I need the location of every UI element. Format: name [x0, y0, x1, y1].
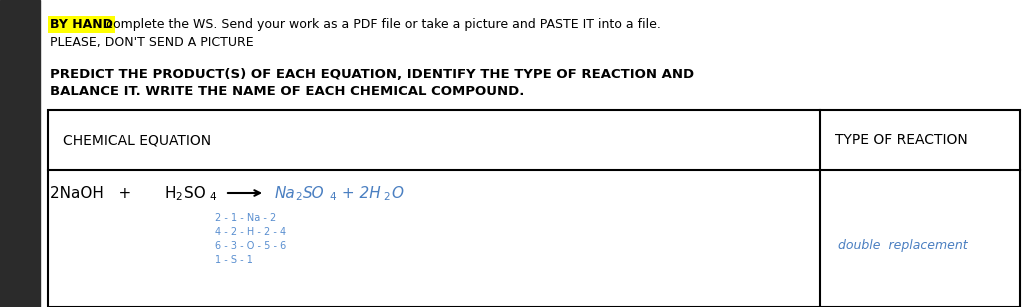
Text: + 2H: + 2H: [337, 185, 381, 200]
Text: 2NaOH   +: 2NaOH +: [50, 185, 131, 200]
Text: CHEMICAL EQUATION: CHEMICAL EQUATION: [63, 133, 212, 147]
Text: O: O: [391, 185, 404, 200]
Text: BY HAND: BY HAND: [50, 18, 112, 31]
Text: 2 - 1 - Na - 2: 2 - 1 - Na - 2: [215, 213, 277, 223]
Bar: [0, 0, 40, 307]
Text: 4 - 2 - H - 2 - 4: 4 - 2 - H - 2 - 4: [215, 227, 286, 237]
Bar: [49, 110, 1020, 307]
Text: 6 - 3 - O - 5 - 6: 6 - 3 - O - 5 - 6: [215, 241, 286, 251]
Text: 2: 2: [383, 192, 390, 202]
Text: 4: 4: [209, 192, 216, 202]
Text: H: H: [165, 185, 176, 200]
Text: SO: SO: [303, 185, 325, 200]
Text: PLEASE, DON'T SEND A PICTURE: PLEASE, DON'T SEND A PICTURE: [50, 36, 254, 49]
Text: Na: Na: [275, 185, 296, 200]
Text: complete the WS. Send your work as a PDF file or take a picture and PASTE IT int: complete the WS. Send your work as a PDF…: [102, 18, 660, 31]
Text: 1 - S - 1: 1 - S - 1: [215, 255, 253, 265]
Text: double  replacement: double replacement: [838, 239, 968, 251]
Text: BALANCE IT. WRITE THE NAME OF EACH CHEMICAL COMPOUND.: BALANCE IT. WRITE THE NAME OF EACH CHEMI…: [50, 85, 524, 98]
Text: 4: 4: [329, 192, 335, 202]
Text: 2: 2: [295, 192, 301, 202]
Text: TYPE OF REACTION: TYPE OF REACTION: [835, 133, 968, 147]
Text: 2: 2: [175, 192, 182, 202]
Text: SO: SO: [184, 185, 205, 200]
Text: PREDICT THE PRODUCT(S) OF EACH EQUATION, IDENTIFY THE TYPE OF REACTION AND: PREDICT THE PRODUCT(S) OF EACH EQUATION,…: [50, 68, 695, 81]
